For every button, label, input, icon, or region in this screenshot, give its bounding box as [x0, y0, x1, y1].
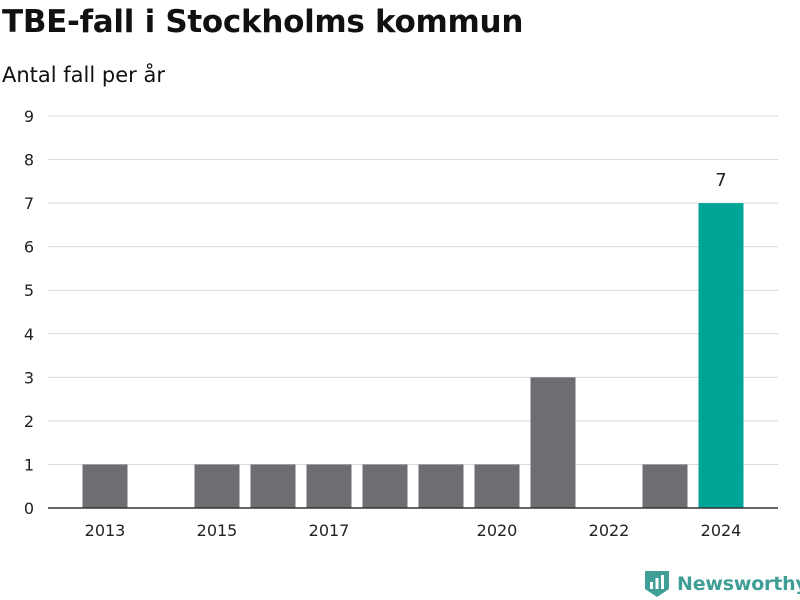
bar-2021 [530, 377, 576, 508]
x-tick-label: 2022 [589, 521, 630, 540]
bar-2018 [362, 464, 408, 508]
y-tick-label: 9 [24, 107, 34, 126]
x-tick-label: 2017 [309, 521, 350, 540]
bar-2023 [642, 464, 688, 508]
bar-2019 [418, 464, 464, 508]
x-axis-ticks: 2013 2015 2017 2020 2022 2024 [85, 521, 742, 540]
chart-subtitle: Antal fall per år [2, 63, 165, 87]
x-tick-label: 2020 [477, 521, 518, 540]
y-tick-label: 7 [24, 194, 34, 213]
newsworthy-logo-icon [645, 571, 669, 597]
bar-2017 [306, 464, 352, 508]
x-tick-label: 2024 [701, 521, 742, 540]
y-tick-label: 4 [24, 325, 34, 344]
data-label-2024: 7 [715, 170, 726, 191]
gridlines [48, 115, 778, 465]
y-tick-label: 5 [24, 281, 34, 300]
bar-2015 [194, 464, 240, 508]
y-tick-label: 6 [24, 238, 34, 257]
bar-2020 [474, 464, 520, 508]
y-tick-label: 2 [24, 412, 34, 431]
bar-2024 [698, 203, 744, 508]
y-axis-ticks: 0 1 2 3 4 5 6 7 8 9 [24, 107, 34, 518]
x-tick-label: 2013 [85, 521, 126, 540]
y-tick-label: 1 [24, 455, 34, 474]
chart-title: TBE-fall i Stockholms kommun [2, 4, 524, 40]
y-tick-label: 0 [24, 499, 34, 518]
newsworthy-brand-name: Newsworthy [677, 573, 800, 595]
y-tick-label: 8 [24, 151, 34, 170]
data-labels: 7 [715, 170, 726, 191]
x-tick-label: 2015 [197, 521, 238, 540]
bar-2016 [250, 464, 296, 508]
y-tick-label: 3 [24, 368, 34, 387]
bar-2013 [82, 464, 128, 508]
bars [82, 203, 744, 508]
newsworthy-brand: Newsworthy [645, 568, 800, 600]
